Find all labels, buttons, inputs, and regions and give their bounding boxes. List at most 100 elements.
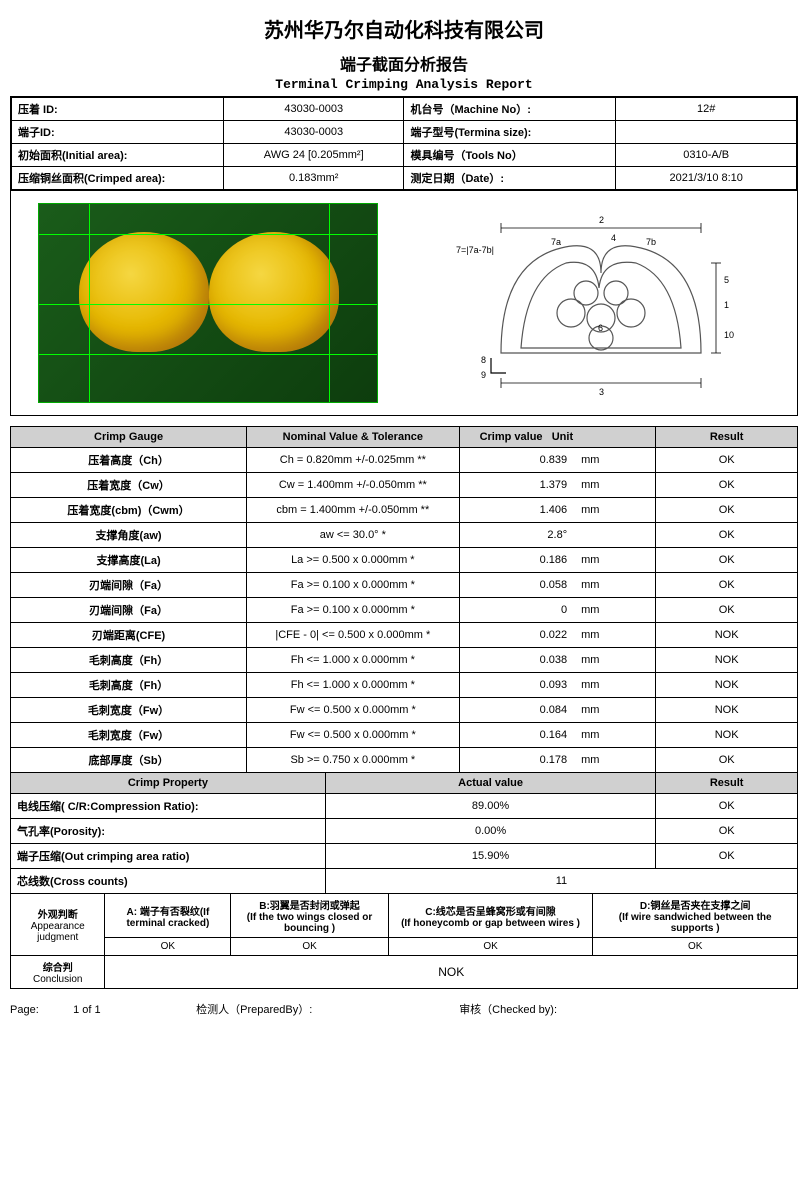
gauge-unit: mm: [577, 573, 656, 598]
hdr-label: 端子ID:: [12, 121, 224, 144]
hdr-value: 0.183mm²: [223, 167, 404, 190]
prop-label: 芯线数(Cross counts): [11, 869, 326, 894]
gauge-result: OK: [656, 498, 798, 523]
gauge-value: 0.178: [459, 748, 577, 773]
hdr-value: AWG 24 [0.205mm²]: [223, 144, 404, 167]
gauge-label: 支撑角度(aw): [11, 523, 247, 548]
gauge-value: 0.186: [459, 548, 577, 573]
prop-value: 89.00%: [325, 794, 656, 819]
gauge-unit: mm: [577, 748, 656, 773]
gauge-result: OK: [656, 748, 798, 773]
gauge-unit: [577, 523, 656, 548]
gauge-row: 刃端间隙（Fa）Fa >= 0.100 x 0.000mm *0.058mmOK: [11, 573, 798, 598]
gauge-label: 压着宽度(cbm)（Cwm）: [11, 498, 247, 523]
header-row: 端子ID: 43030-0003 端子型号(Termina size):: [12, 121, 797, 144]
hdr-label: 测定日期（Date）:: [404, 167, 616, 190]
gauge-nominal: Fw <= 0.500 x 0.000mm *: [247, 723, 459, 748]
svg-text:2: 2: [599, 215, 604, 225]
gauge-nominal: Ch = 0.820mm +/-0.025mm **: [247, 448, 459, 473]
gauge-result: NOK: [656, 698, 798, 723]
header-row: 压缩铜丝面积(Crimped area): 0.183mm² 测定日期（Date…: [12, 167, 797, 190]
gauge-row: 支撑角度(aw)aw <= 30.0° *2.8°OK: [11, 523, 798, 548]
appear-a-head: A: 端子有否裂纹(If terminal cracked): [105, 894, 231, 938]
hdr-value: [616, 121, 797, 144]
svg-text:9: 9: [481, 370, 486, 380]
gauge-nominal: Cw = 1.400mm +/-0.050mm **: [247, 473, 459, 498]
appear-d-head: D:铜丝是否夹在支撑之间 (If wire sandwiched between…: [593, 894, 798, 938]
gauge-h5: Result: [656, 427, 798, 448]
hdr-label: 压缩铜丝面积(Crimped area):: [12, 167, 224, 190]
appear-d-val: OK: [593, 938, 798, 956]
gauge-nominal: cbm = 1.400mm +/-0.050mm **: [247, 498, 459, 523]
conclusion-value: NOK: [105, 956, 798, 989]
gauge-value: 0.058: [459, 573, 577, 598]
gauge-row: 压着宽度（Cw）Cw = 1.400mm +/-0.050mm **1.379m…: [11, 473, 798, 498]
checked-by: 审核（Checked by):: [459, 1001, 557, 1017]
prop-value: 11: [325, 869, 797, 894]
gauge-result: OK: [656, 598, 798, 623]
svg-text:3: 3: [599, 387, 604, 397]
header-row: 初始面积(Initial area): AWG 24 [0.205mm²] 模具…: [12, 144, 797, 167]
crimp-diagram: 2 7a 7b 4 7=|7a-7b| 5 1 10 6 8 9 3: [451, 203, 751, 403]
prop-row: 芯线数(Cross counts)11: [11, 869, 798, 894]
svg-text:10: 10: [724, 330, 734, 340]
gauge-label: 刃端间隙（Fa）: [11, 573, 247, 598]
appear-c-val: OK: [388, 938, 593, 956]
prop-label: 端子压缩(Out crimping area ratio): [11, 844, 326, 869]
gauge-nominal: Fh <= 1.000 x 0.000mm *: [247, 648, 459, 673]
svg-text:7b: 7b: [646, 237, 656, 247]
appearance-side: 外观判断Appearance judgment: [11, 894, 105, 956]
gauge-table: Crimp Gauge Nominal Value & Tolerance Cr…: [10, 426, 798, 773]
header-table: 压着 ID: 43030-0003 机台号（Machine No）: 12# 端…: [11, 97, 797, 190]
gauge-h2: Nominal Value & Tolerance: [247, 427, 459, 448]
gauge-row: 压着高度（Ch）Ch = 0.820mm +/-0.025mm **0.839m…: [11, 448, 798, 473]
svg-text:6: 6: [598, 323, 603, 333]
gauge-value: 0.164: [459, 723, 577, 748]
gauge-unit: mm: [577, 723, 656, 748]
prop-result: OK: [656, 794, 798, 819]
prop-value: 15.90%: [325, 844, 656, 869]
hdr-label: 端子型号(Termina size):: [404, 121, 616, 144]
gauge-result: NOK: [656, 623, 798, 648]
gauge-nominal: aw <= 30.0° *: [247, 523, 459, 548]
gauge-unit: mm: [577, 473, 656, 498]
property-table: Crimp Property Actual value Result 电线压缩(…: [10, 772, 798, 894]
prop-result: OK: [656, 819, 798, 844]
gauge-label: 支撑高度(La): [11, 548, 247, 573]
gauge-label: 毛刺高度（Fh）: [11, 648, 247, 673]
gauge-nominal: |CFE - 0| <= 0.500 x 0.000mm *: [247, 623, 459, 648]
gauge-value: 1.379: [459, 473, 577, 498]
conclusion-label: 综合判Conclusion: [11, 956, 105, 989]
gauge-unit: mm: [577, 648, 656, 673]
gauge-value: 0: [459, 598, 577, 623]
hdr-value: 12#: [616, 98, 797, 121]
hdr-value: 43030-0003: [223, 121, 404, 144]
gauge-value: 0.084: [459, 698, 577, 723]
gauge-label: 刃端距离(CFE): [11, 623, 247, 648]
prop-h1: Crimp Property: [11, 773, 326, 794]
svg-text:7a: 7a: [551, 237, 561, 247]
gauge-unit: mm: [577, 498, 656, 523]
gauge-row: 刃端间隙（Fa）Fa >= 0.100 x 0.000mm *0mmOK: [11, 598, 798, 623]
hdr-value: 0310-A/B: [616, 144, 797, 167]
gauge-label: 毛刺宽度（Fw）: [11, 698, 247, 723]
prop-row: 电线压缩( C/R:Compression Ratio):89.00%OK: [11, 794, 798, 819]
gauge-nominal: La >= 0.500 x 0.000mm *: [247, 548, 459, 573]
prop-row: 端子压缩(Out crimping area ratio)15.90%OK: [11, 844, 798, 869]
gauge-nominal: Fa >= 0.100 x 0.000mm *: [247, 598, 459, 623]
hdr-label: 初始面积(Initial area):: [12, 144, 224, 167]
gauge-row: 支撑高度(La)La >= 0.500 x 0.000mm *0.186mmOK: [11, 548, 798, 573]
prop-label: 电线压缩( C/R:Compression Ratio):: [11, 794, 326, 819]
gauge-result: OK: [656, 573, 798, 598]
gauge-value: 1.406: [459, 498, 577, 523]
hdr-value: 43030-0003: [223, 98, 404, 121]
gauge-label: 毛刺宽度（Fw）: [11, 723, 247, 748]
appear-c-head: C:线芯是否呈蜂窝形或有间隙 (If honeycomb or gap betw…: [388, 894, 593, 938]
title-cn: 端子截面分析报告: [10, 51, 798, 75]
gauge-result: OK: [656, 523, 798, 548]
gauge-row: 毛刺高度（Fh）Fh <= 1.000 x 0.000mm *0.038mmNO…: [11, 648, 798, 673]
gauge-row: 底部厚度（Sb）Sb >= 0.750 x 0.000mm *0.178mmOK: [11, 748, 798, 773]
prop-row: 气孔率(Porosity):0.00%OK: [11, 819, 798, 844]
hdr-label: 模具编号（Tools No）: [404, 144, 616, 167]
appear-b-val: OK: [231, 938, 388, 956]
